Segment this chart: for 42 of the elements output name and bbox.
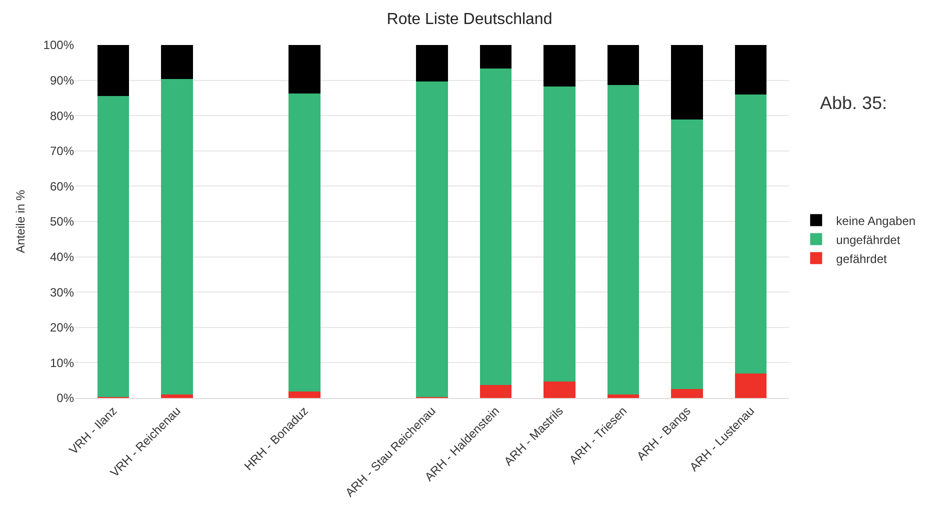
bar [480,45,512,69]
bar [734,45,767,94]
y-tick-label: 90% [50,74,74,88]
bar [161,45,193,80]
bar [480,68,512,385]
bar [734,373,767,398]
y-tick-label: 30% [50,285,74,300]
y-tick-label: 10% [50,356,74,370]
bar [480,384,512,398]
y-tick-label: 100% [43,38,74,52]
bar [288,93,320,392]
bar [97,45,130,96]
caption: Abb. 35: [820,93,888,113]
bar [671,388,703,398]
bar [544,86,576,382]
bar [607,45,640,86]
y-tick-label: 60% [50,179,74,194]
bar [671,119,703,389]
bar [97,96,130,397]
y-tick-label: 0% [56,391,74,406]
bar [607,394,640,398]
y-tick-label: 80% [50,108,74,123]
bar [416,45,448,82]
legend-label: keine Angaben [836,214,916,228]
bar [288,45,320,94]
y-tick-label: 20% [50,320,74,335]
chart-title: Rote Liste Deutschland [386,11,552,28]
bar [161,79,193,394]
legend-label: gefährdet [836,252,888,266]
bar [416,81,448,397]
y-tick-label: 70% [50,144,74,158]
bar [161,394,193,398]
y-tick-label: 50% [50,214,74,229]
bar [607,85,640,394]
bar [544,381,576,398]
bar [671,45,703,120]
bar [544,45,576,86]
bar [288,392,320,398]
y-tick-label: 40% [50,250,74,264]
legend-label: ungefährdet [836,232,901,247]
y-axis-title: Anteile in % [14,189,28,254]
bar [734,94,767,374]
